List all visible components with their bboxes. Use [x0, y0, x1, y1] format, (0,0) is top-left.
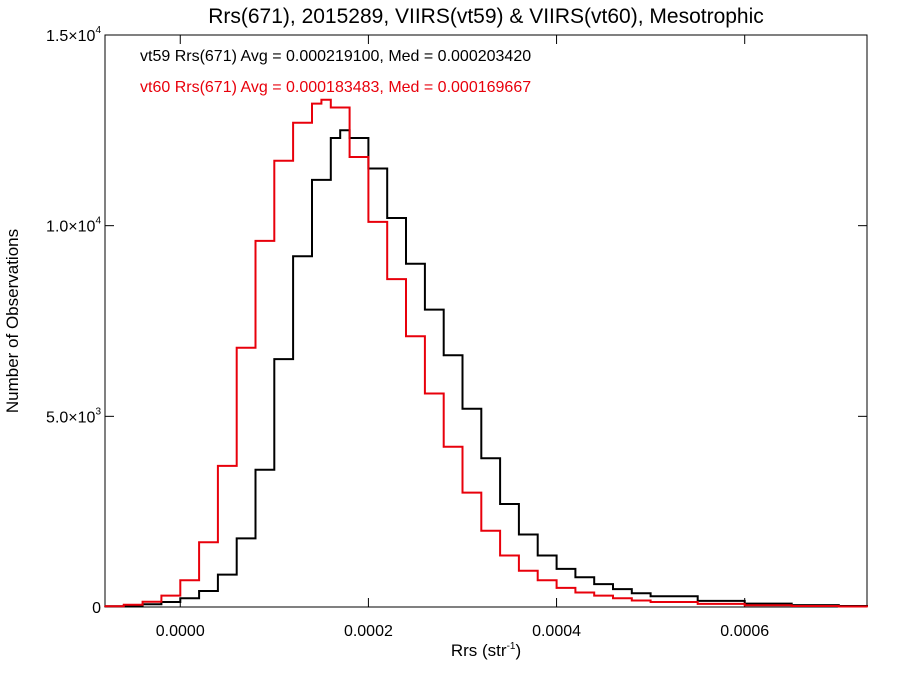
x-axis-label-sup: -1	[507, 641, 516, 652]
series-1-point-24	[536, 579, 539, 582]
series-1-point-33	[790, 605, 793, 607]
x-tick-label-2: 0.0004	[532, 623, 581, 640]
series-1-point-27	[593, 594, 595, 597]
plot-border	[104, 34, 868, 608]
series-1-point-1	[123, 603, 125, 606]
series-1-point-5	[198, 541, 200, 543]
series-1-point-32	[743, 604, 746, 607]
x-tick-label-3: 0.0006	[720, 623, 769, 640]
series-0-point-5	[198, 590, 200, 592]
series-1-point-17	[405, 335, 407, 338]
series-0-point-26	[574, 576, 577, 579]
series-1-point-25	[555, 587, 558, 589]
series-0-point-11	[311, 179, 313, 181]
series-line-1	[105, 98, 868, 608]
series-0-point-22	[499, 503, 501, 505]
series-1-point-20	[461, 491, 464, 494]
y-tick-label-sup-1: 3	[95, 406, 101, 417]
y-tick-label-2: 1.0×104	[46, 216, 101, 236]
series-1-point-34	[837, 605, 840, 608]
y-tick-label-1: 5.0×103	[46, 406, 101, 426]
series-0-point-25	[555, 568, 558, 570]
plot-frame	[104, 34, 868, 608]
series-1-point-10	[292, 121, 294, 124]
series-1-point-6	[217, 465, 219, 467]
series-1-point-18	[424, 392, 426, 395]
series-1-point-4	[179, 579, 182, 582]
series-0-point-18	[424, 308, 426, 311]
series-0-point-27	[593, 583, 595, 585]
series-0-point-4	[179, 597, 182, 600]
series-1-point-31	[696, 603, 699, 605]
series-1-point-15	[367, 221, 370, 223]
series-1-point-12	[320, 99, 323, 101]
series-1-point-9	[273, 160, 276, 162]
series-0-point-9	[273, 358, 276, 360]
series-0-point-19	[442, 354, 445, 357]
annotation-vt59: vt59 Rrs(671) Avg = 0.000219100, Med = 0…	[140, 48, 531, 65]
series-line-0	[105, 129, 868, 608]
series-1-point-26	[574, 591, 577, 594]
series-0-point-23	[518, 533, 520, 536]
series-1-point-30	[649, 601, 652, 603]
series-0-point-21	[480, 457, 483, 460]
series-1-point-0	[104, 605, 106, 608]
series-1-point-7	[235, 346, 238, 349]
y-tick-label-main-2: 1.0×10	[46, 219, 95, 236]
series-0-point-20	[461, 407, 464, 410]
series-1-point-3	[160, 594, 163, 597]
y-axis-label: Number of Observations	[3, 229, 22, 413]
series-layer	[104, 98, 868, 608]
annotation-vt60: vt60 Rrs(671) Avg = 0.000183483, Med = 0…	[140, 79, 531, 96]
series-1-point-29	[631, 599, 633, 602]
series-0-point-13	[339, 129, 341, 132]
series-1-point-23	[518, 569, 520, 572]
y-tick-label-3: 1.5×104	[46, 25, 101, 45]
series-1-point-28	[612, 597, 614, 600]
chart-title: Rrs(671), 2015289, VIIRS(vt59) & VIIRS(v…	[208, 5, 764, 28]
series-1-point-22	[499, 554, 501, 557]
y-tick-label-sup-3: 4	[95, 25, 101, 36]
series-0-point-24	[536, 554, 539, 557]
series-0-point-30	[649, 595, 652, 598]
series-0-point-8	[254, 468, 257, 471]
series-0-point-7	[235, 537, 238, 540]
x-axis-label: Rrs (str-1)	[451, 641, 521, 660]
series-0-point-29	[631, 592, 633, 595]
series-0-point-16	[386, 217, 389, 219]
y-tick-label-main-3: 1.5×10	[46, 28, 95, 45]
series-1-point-11	[311, 102, 313, 105]
series-1-point-35	[866, 605, 868, 608]
series-0-point-10	[292, 255, 294, 257]
x-axis-label-end: )	[515, 641, 521, 660]
series-1-point-16	[386, 278, 389, 280]
y-tick-label-main-0: 0	[92, 600, 101, 617]
series-1-point-2	[141, 600, 144, 603]
series-0-point-12	[329, 137, 332, 139]
series-1-point-21	[480, 529, 483, 532]
y-tick-label-sup-2: 4	[95, 216, 101, 227]
x-tick-label-1: 0.0002	[344, 623, 393, 640]
series-1-point-13	[329, 106, 332, 109]
series-0-point-28	[612, 588, 614, 590]
y-tick-label-0: 0	[92, 600, 101, 617]
y-tick-label-main-1: 5.0×10	[46, 409, 95, 426]
series-1-point-19	[442, 446, 445, 448]
series-0-point-17	[405, 263, 407, 265]
series-1-point-14	[348, 156, 351, 158]
axis-ticks: 0.0000 0.0002 0.0004 0.000605.0×1031.0×1041…	[46, 25, 867, 640]
series-1-point-8	[254, 240, 257, 242]
x-tick-label-0: 0.0000	[156, 623, 205, 640]
x-axis-label-main: Rrs (str	[451, 641, 507, 660]
series-0-point-6	[217, 573, 219, 576]
